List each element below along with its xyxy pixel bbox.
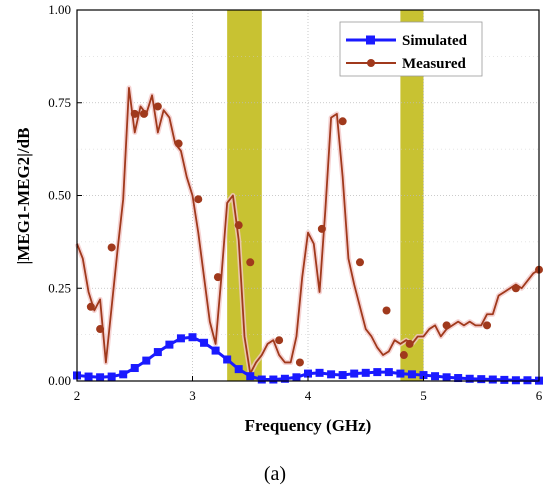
simulated-point bbox=[338, 371, 347, 380]
measured-point bbox=[130, 109, 139, 118]
simulated-point bbox=[234, 365, 243, 374]
measured-point bbox=[405, 339, 414, 348]
simulated-point bbox=[407, 370, 416, 379]
legend-simulated-label: Simulated bbox=[402, 33, 468, 49]
measured-series bbox=[74, 85, 543, 377]
measured-point bbox=[317, 224, 326, 233]
simulated-point bbox=[211, 346, 220, 355]
x-tick-label: 6 bbox=[536, 388, 543, 403]
simulated-point bbox=[396, 369, 405, 378]
simulated-point bbox=[165, 340, 174, 349]
simulated-point bbox=[200, 338, 209, 347]
simulated-point bbox=[176, 334, 185, 343]
measured-point bbox=[86, 302, 95, 311]
y-tick-label: 0.75 bbox=[48, 95, 71, 110]
simulated-point bbox=[246, 372, 255, 381]
x-tick-label: 4 bbox=[305, 388, 312, 403]
simulated-point bbox=[523, 376, 532, 385]
x-tick-label: 2 bbox=[74, 388, 81, 403]
simulated-point bbox=[223, 355, 232, 364]
measured-point bbox=[275, 336, 284, 345]
simulated-point bbox=[350, 369, 359, 378]
simulated-point bbox=[84, 372, 93, 381]
legend-simulated-marker bbox=[366, 35, 375, 45]
simulated-point bbox=[96, 373, 105, 382]
simulated-point bbox=[465, 374, 474, 383]
measured-point bbox=[355, 258, 364, 267]
measured-point bbox=[139, 109, 148, 118]
simulated-point bbox=[373, 368, 382, 377]
legend-measured-marker bbox=[367, 59, 375, 67]
measured-point bbox=[174, 139, 183, 148]
y-axis-title: |MEG1-MEG2|/dB bbox=[14, 128, 33, 265]
measured-point bbox=[213, 273, 222, 282]
simulated-point bbox=[130, 364, 139, 373]
y-tick-label: 0.00 bbox=[48, 373, 71, 388]
y-tick-labels: 0.00 0.25 0.50 0.75 1.00 bbox=[48, 2, 71, 388]
measured-point bbox=[399, 351, 408, 360]
measured-point bbox=[153, 102, 162, 111]
simulated-point bbox=[454, 374, 463, 383]
simulated-point bbox=[257, 375, 266, 384]
measured-point bbox=[511, 284, 520, 293]
x-tick-label: 3 bbox=[189, 388, 196, 403]
y-tick-label: 0.50 bbox=[48, 188, 71, 203]
legend-box bbox=[339, 21, 483, 77]
simulated-point bbox=[488, 375, 497, 384]
measured-line bbox=[76, 87, 540, 375]
measured-point bbox=[96, 325, 105, 334]
simulated-point bbox=[361, 368, 370, 377]
simulated-point bbox=[384, 368, 393, 377]
simulated-point bbox=[142, 356, 151, 365]
simulated-point bbox=[292, 373, 301, 382]
simulated-point bbox=[477, 375, 486, 384]
simulated-series bbox=[73, 333, 543, 385]
x-tick-labels: 2 3 4 5 6 bbox=[74, 388, 543, 403]
simulated-point bbox=[188, 333, 197, 342]
highlight-band-1 bbox=[400, 10, 424, 381]
measured-point bbox=[295, 358, 304, 367]
legend: Simulated Measured bbox=[339, 21, 483, 77]
simulated-point bbox=[511, 376, 520, 385]
simulated-point bbox=[442, 373, 451, 382]
simulated-point bbox=[107, 372, 116, 381]
measured-point bbox=[246, 258, 255, 267]
y-tick-label: 1.00 bbox=[48, 2, 71, 17]
simulated-point bbox=[280, 374, 289, 383]
axis-ticks bbox=[76, 9, 540, 382]
simulated-point bbox=[304, 369, 312, 378]
measured-point bbox=[442, 321, 451, 330]
measured-point bbox=[107, 243, 116, 252]
measured-point bbox=[483, 321, 492, 330]
legend-measured-label: Measured bbox=[402, 56, 467, 72]
measured-point bbox=[234, 221, 243, 230]
simulated-point bbox=[327, 370, 336, 379]
simulated-point bbox=[269, 375, 278, 384]
simulated-point bbox=[419, 371, 428, 380]
simulated-point bbox=[153, 348, 162, 357]
simulated-point bbox=[500, 375, 509, 384]
measured-point bbox=[338, 117, 347, 126]
measured-point bbox=[194, 195, 203, 204]
simulated-point bbox=[315, 368, 324, 377]
figure-caption: (a) bbox=[264, 463, 286, 485]
x-axis-title: Frequency (GHz) bbox=[245, 416, 372, 435]
measured-point bbox=[382, 306, 391, 315]
y-tick-label: 0.25 bbox=[48, 280, 71, 295]
simulated-point bbox=[431, 372, 440, 381]
simulated-point bbox=[119, 370, 128, 379]
x-tick-label: 5 bbox=[420, 388, 427, 403]
